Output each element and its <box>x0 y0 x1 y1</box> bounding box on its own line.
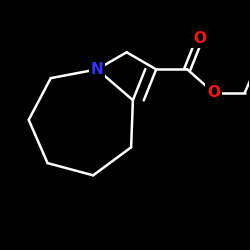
Text: O: O <box>193 31 206 46</box>
Text: N: N <box>91 62 104 77</box>
Text: O: O <box>207 85 220 100</box>
